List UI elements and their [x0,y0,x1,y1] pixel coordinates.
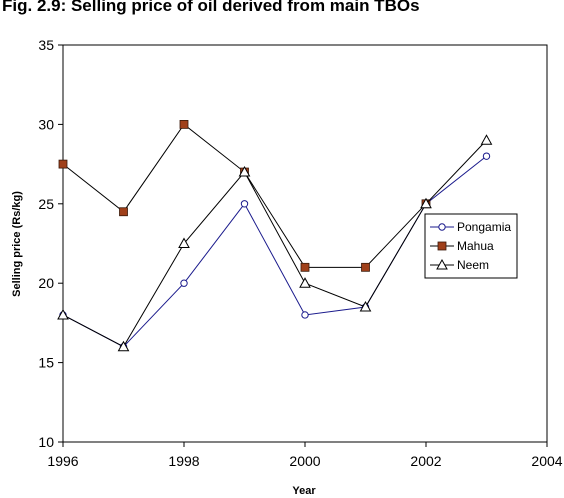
data-point-mahua [300,262,310,272]
y-tick-label: 30 [38,116,54,132]
y-tick-label: 35 [38,37,54,53]
data-point-pongamia [240,200,249,208]
y-tick-label: 20 [38,275,54,291]
y-axis-title: Selling price (Rs/kg) [11,191,23,297]
data-point-mahua [119,207,128,217]
x-tick-label: 2004 [531,453,562,469]
y-tick-label: 15 [38,355,54,371]
series-line-pongamia [62,155,487,348]
data-point-mahua [179,120,189,129]
x-axis-title: Year [292,485,316,497]
legend-item-pongamia: Pongamia [430,220,511,234]
legend-item-mahua: Mahua [430,239,494,253]
data-point-neem [178,237,190,248]
x-tick-label: 2002 [410,453,441,469]
data-point-neem [420,197,432,209]
x-tick-label: 2000 [289,453,320,469]
data-point-neem [117,340,130,352]
legend-label: Mahua [457,239,494,253]
data-point-pongamia [301,311,309,319]
data-point-neem [299,277,311,288]
series-layer [57,120,493,352]
legend-marker [438,223,446,231]
y-tick-label: 10 [38,434,54,450]
legend: Pongamia Mahua Neem [424,213,518,279]
data-point-neem [359,300,372,312]
series-neem [57,134,493,352]
x-tick-label: 1998 [168,453,199,469]
chart-title: Fig. 2.9: Selling price of oil derived f… [2,0,420,15]
legend-marker [437,241,447,251]
y-tick-label: 25 [38,196,54,212]
data-point-pongamia [482,152,491,160]
data-point-pongamia [180,279,188,287]
data-point-mahua [58,159,68,169]
axes: 10 15 20 25 30 35 1996 1998 2000 2002 2004 [38,37,562,469]
legend-marker [436,258,448,270]
series-line-neem [62,139,487,348]
data-point-neem [480,134,493,145]
series-mahua [58,120,431,272]
x-tick-label: 1996 [47,453,78,469]
data-point-neem [238,166,251,177]
legend-label: Neem [457,258,489,272]
data-point-mahua [361,262,370,272]
legend-item-neem: Neem [430,258,489,272]
series-line-mahua [62,123,427,268]
legend-label: Pongamia [457,220,511,234]
data-point-neem [57,308,69,320]
chart-title-layer: Fig. 2.9: Selling price of oil derived f… [2,0,420,15]
